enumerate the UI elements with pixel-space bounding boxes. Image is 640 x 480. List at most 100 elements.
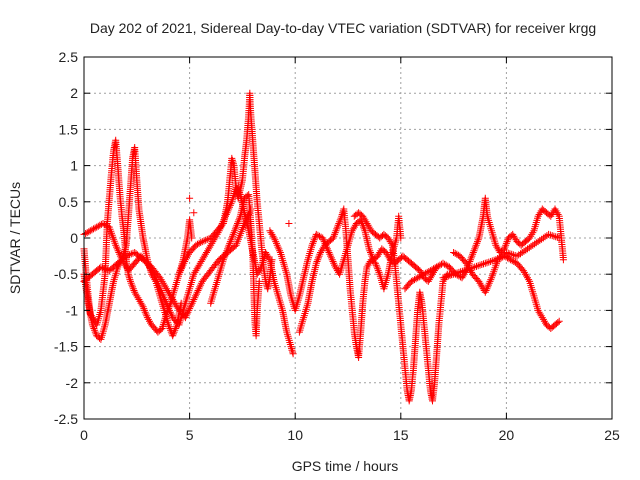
data-point bbox=[122, 252, 130, 260]
data-point bbox=[486, 277, 494, 285]
data-point bbox=[85, 228, 93, 236]
data-point bbox=[385, 236, 393, 244]
data-point bbox=[191, 268, 199, 276]
data-point bbox=[363, 220, 371, 227]
data-point bbox=[460, 267, 468, 275]
data-point bbox=[270, 234, 278, 242]
data-point bbox=[471, 243, 479, 251]
data-point bbox=[439, 259, 447, 267]
data-point bbox=[83, 229, 91, 237]
data-point bbox=[132, 290, 140, 298]
data-point bbox=[169, 332, 177, 340]
data-point bbox=[170, 328, 178, 336]
data-point bbox=[276, 247, 284, 255]
data-point bbox=[325, 249, 333, 256]
data-point bbox=[285, 220, 293, 227]
data-point bbox=[90, 325, 98, 332]
data-point bbox=[222, 250, 229, 258]
data-point bbox=[443, 273, 451, 281]
data-point bbox=[190, 270, 198, 278]
data-point bbox=[448, 271, 456, 279]
data-point bbox=[222, 249, 230, 256]
data-point bbox=[177, 265, 185, 273]
data-point bbox=[430, 265, 437, 273]
data-point bbox=[361, 216, 369, 224]
data-point bbox=[535, 308, 543, 316]
data-point bbox=[459, 272, 467, 280]
data-point bbox=[327, 254, 335, 262]
chart-title: Day 202 of 2021, Sidereal Day-to-day VTE… bbox=[90, 20, 596, 36]
data-point bbox=[268, 256, 276, 264]
data-point bbox=[99, 220, 107, 227]
data-point bbox=[469, 264, 477, 272]
data-point bbox=[469, 250, 477, 258]
data-point bbox=[91, 328, 99, 336]
data-point bbox=[289, 350, 297, 358]
data-point bbox=[540, 317, 548, 325]
data-point bbox=[128, 281, 136, 289]
y-tick-label: 2 bbox=[70, 85, 78, 101]
data-point bbox=[88, 321, 96, 329]
data-point bbox=[508, 257, 516, 265]
data-point bbox=[364, 221, 372, 229]
data-point bbox=[528, 230, 536, 238]
x-tick-label: 10 bbox=[287, 427, 303, 443]
data-point bbox=[411, 276, 418, 284]
data-point bbox=[218, 221, 226, 229]
data-point bbox=[90, 225, 97, 233]
data-point bbox=[483, 285, 491, 293]
data-point bbox=[175, 270, 183, 278]
data-point bbox=[312, 259, 320, 267]
data-point bbox=[161, 283, 169, 291]
data-point bbox=[481, 259, 489, 267]
data-point bbox=[155, 283, 163, 291]
data-point bbox=[374, 252, 382, 260]
data-point bbox=[509, 230, 517, 238]
data-point bbox=[316, 232, 323, 240]
data-point bbox=[329, 234, 337, 242]
data-point bbox=[255, 277, 263, 285]
data-point bbox=[160, 281, 168, 289]
data-point bbox=[450, 270, 458, 278]
data-point bbox=[271, 236, 279, 244]
data-point bbox=[326, 250, 334, 258]
data-point bbox=[470, 247, 478, 255]
data-point bbox=[230, 229, 238, 237]
data-point bbox=[425, 268, 433, 275]
data-point bbox=[235, 216, 243, 224]
data-point bbox=[327, 252, 335, 260]
data-point bbox=[208, 239, 216, 247]
data-point bbox=[423, 268, 431, 276]
data-point bbox=[312, 230, 320, 238]
data-point bbox=[548, 211, 556, 218]
data-point bbox=[133, 292, 141, 300]
data-point bbox=[451, 270, 459, 278]
data-point bbox=[219, 256, 227, 264]
data-point bbox=[127, 279, 135, 287]
y-tick-label: -0.5 bbox=[54, 266, 78, 282]
data-point bbox=[169, 296, 177, 303]
y-tick-label: 1 bbox=[70, 158, 78, 174]
data-point bbox=[91, 224, 99, 232]
data-point bbox=[233, 221, 241, 229]
data-point bbox=[275, 245, 283, 253]
data-point bbox=[416, 267, 424, 275]
data-point bbox=[234, 220, 241, 227]
data-point bbox=[502, 249, 510, 256]
data-point bbox=[444, 272, 452, 280]
data-point bbox=[186, 305, 194, 313]
data-point bbox=[89, 323, 97, 331]
data-point bbox=[335, 220, 343, 227]
data-point bbox=[427, 272, 435, 280]
data-point bbox=[330, 232, 338, 240]
y-tick-label: -1.5 bbox=[54, 339, 78, 355]
data-point bbox=[455, 268, 463, 276]
data-point bbox=[458, 274, 466, 282]
data-point bbox=[199, 254, 207, 262]
data-point bbox=[126, 276, 134, 284]
data-point bbox=[476, 261, 484, 269]
data-point bbox=[137, 299, 145, 307]
data-point bbox=[140, 305, 148, 313]
data-point bbox=[482, 287, 490, 294]
data-point bbox=[82, 230, 90, 237]
